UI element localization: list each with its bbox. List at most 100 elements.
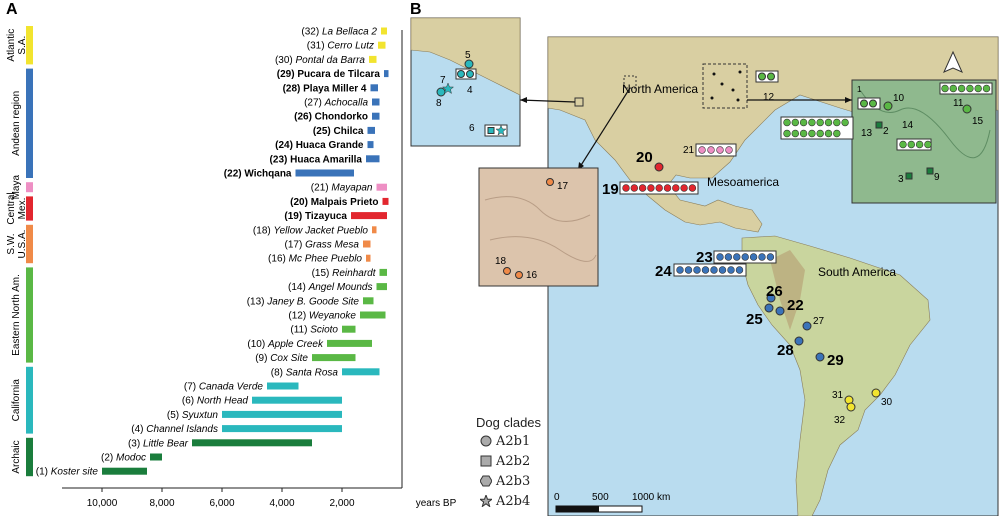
legend-item-a2b1: A2b1 [476, 431, 566, 451]
sample-marker [783, 118, 791, 127]
ena-label-11: 11 [953, 98, 964, 109]
sw-site-17 [546, 178, 554, 186]
region-label: California [11, 379, 22, 422]
sample-marker [833, 129, 841, 138]
sample-marker [724, 253, 733, 261]
site-label: (10) Apple Creek [247, 339, 324, 350]
ena-label-13: 13 [861, 128, 873, 139]
timeline-bar [381, 27, 387, 35]
region-label: CentralMex. [6, 192, 28, 224]
x-axis-unit: years BP [416, 498, 457, 509]
timeline-bar [102, 467, 147, 475]
region-bar [26, 68, 33, 178]
site-label: (16) Mc Phee Pueblo [268, 254, 362, 265]
site-marker-20 [654, 162, 664, 172]
sample-marker [808, 129, 816, 138]
region-bar [26, 196, 33, 221]
site-label-21: 21 [683, 145, 695, 156]
site-label: (1) Koster site [36, 467, 99, 478]
ena-label-2: 2 [883, 126, 889, 137]
site-label: (7) Canada Verde [184, 382, 264, 393]
sample-marker [680, 184, 688, 192]
timeline-bar [382, 197, 389, 205]
site-label: (15) Reinhardt [312, 268, 377, 279]
x-tick-label: 6,000 [209, 498, 234, 509]
timeline-bar [222, 410, 342, 418]
site-label: (19) Tizayuca [284, 211, 347, 222]
ena-box-11-markers [941, 84, 991, 93]
sample-marker [727, 266, 735, 274]
legend-hexagon-icon [480, 475, 492, 487]
timeline-bar [369, 55, 377, 63]
sample-marker [899, 140, 907, 149]
site-label: (11) Scioto [290, 325, 338, 336]
sample-marker [924, 140, 932, 149]
legend-label-a2b4: A2b4 [496, 493, 531, 509]
site-label-28: 28 [777, 342, 794, 359]
sample-marker [749, 253, 758, 261]
site-label-19: 19 [602, 181, 619, 198]
region-label: Maya [11, 175, 22, 200]
scale-mid: 500 [592, 492, 609, 503]
site-label-30: 30 [881, 397, 893, 408]
site-label-23: 23 [696, 249, 713, 266]
timeline-bar [367, 126, 375, 134]
sample-marker [791, 129, 799, 138]
ena-site-dots [710, 70, 742, 102]
legend-circle-icon [480, 435, 492, 447]
sample-marker [676, 266, 684, 274]
ena-region-box [702, 63, 748, 109]
sample-marker [701, 266, 710, 274]
sample-marker [716, 253, 724, 261]
site-label: (30) Pontal da Barra [275, 55, 365, 66]
sample-marker [672, 184, 680, 192]
timeline-bar [342, 368, 380, 376]
sample-marker [710, 266, 718, 274]
sample-marker [783, 129, 791, 138]
site-label-24: 24 [655, 263, 672, 280]
sample-marker [799, 129, 808, 138]
inset-california: 5 4 7 8 6 [410, 17, 521, 147]
site-label: (4) Channel Islands [131, 424, 218, 435]
map-site-markers: 20 19 21 23 24 26 25 22 27 28 29 [602, 70, 893, 426]
site-label: (12) Weyanoke [288, 311, 356, 322]
arrow-ca-inset [519, 99, 576, 103]
site-label: (21) Mayapan [311, 183, 373, 194]
site-label: (3) Little Bear [128, 438, 189, 449]
sw-label-18: 18 [495, 256, 507, 267]
region-label: Archaic [11, 440, 22, 473]
ca-label-5: 5 [465, 50, 471, 61]
site-label: (29) Pucara de Tilcara [277, 69, 381, 80]
site-label: (27) Achocalla [304, 98, 368, 109]
label-mesoamerica: Mesoamerica [707, 175, 779, 189]
sample-marker [791, 118, 799, 127]
ena-label-9: 9 [934, 172, 940, 183]
site-label-27: 27 [813, 316, 825, 327]
sample-marker [655, 184, 663, 192]
arrow-sw-inset [577, 87, 631, 171]
region-bar [26, 437, 33, 477]
timeline-bar [252, 396, 342, 404]
ena-box-14-markers [899, 140, 932, 149]
site-label: (6) North Head [182, 396, 249, 407]
sample-marker [949, 84, 957, 93]
sample-marker [907, 140, 915, 149]
sample-marker [974, 84, 982, 93]
sample-marker [758, 253, 766, 261]
site-label: (22) Wichqana [224, 169, 292, 180]
site-label-32: 32 [834, 415, 846, 426]
sample-marker [716, 146, 724, 154]
inset-sw-frame [478, 167, 599, 287]
site-box-24 [673, 263, 747, 277]
andes-relief [770, 250, 805, 330]
site-label: (17) Grass Mesa [285, 240, 360, 251]
site-marker-32 [846, 402, 856, 412]
dog-clades-legend: Dog clades A2b1 A2b2 A2b3 A2b4 [476, 415, 566, 511]
site-box-24-markers [676, 266, 744, 274]
sample-marker [725, 146, 733, 154]
sample-marker [630, 184, 638, 192]
timeline-bar [312, 354, 356, 362]
site-label: (28) Playa Miller 4 [283, 83, 367, 94]
site-rows: (32) La Bellaca 2 (31) Cerro Lutz (30) Pon… [36, 27, 389, 478]
